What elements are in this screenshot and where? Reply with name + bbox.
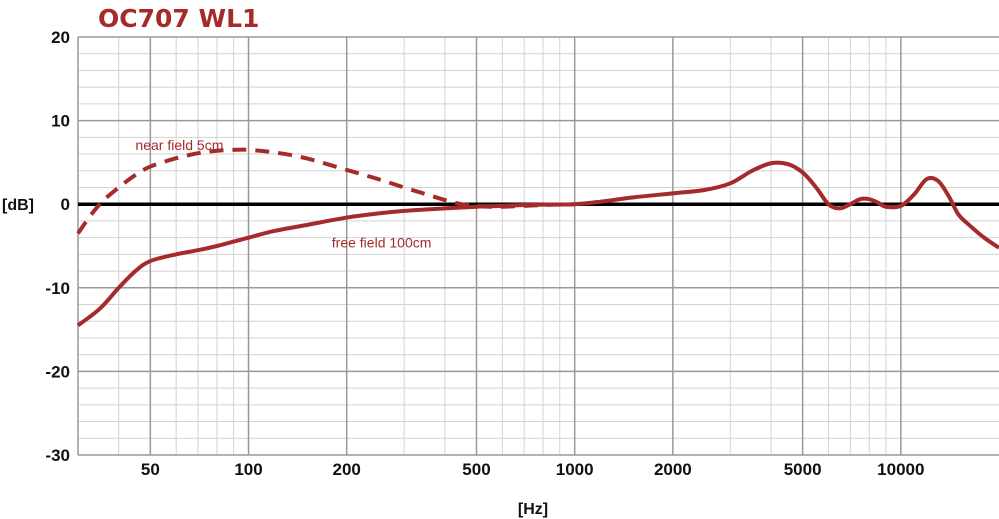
x-tick-label: 200 (333, 460, 361, 479)
curve-annotation: free field 100cm (332, 235, 432, 251)
x-tick-label: 2000 (654, 460, 692, 479)
curve-annotation: near field 5cm (135, 137, 223, 153)
major-grid (77, 36, 999, 456)
x-tick-label: 5000 (784, 460, 822, 479)
x-tick-label: 50 (141, 460, 160, 479)
near-field-curve (76, 147, 575, 235)
x-tick-label: 500 (462, 460, 490, 479)
y-tick-label: 0 (61, 195, 70, 214)
x-tick-label: 1000 (556, 460, 594, 479)
x-tick-labels: 50 100 200 500 1000 2000 5000 10000 (141, 460, 925, 479)
y-tick-label: 10 (51, 112, 70, 131)
x-axis-label: [Hz] (518, 501, 548, 518)
free-field-curve (76, 160, 999, 328)
x-tick-label: 10000 (877, 460, 924, 479)
y-tick-labels: 20 10 0 -10 -20 -30 (45, 28, 70, 465)
y-tick-label: -20 (45, 362, 70, 381)
series-curves (76, 147, 999, 328)
y-tick-label: 20 (51, 28, 70, 47)
minor-grid (78, 37, 999, 455)
y-tick-label: -10 (45, 279, 70, 298)
x-tick-label: 100 (234, 460, 262, 479)
curve-annotations: near field 5cm free field 100cm (135, 137, 431, 251)
chart-title: OC707 WL1 (98, 4, 259, 33)
y-axis-label: [dB] (2, 197, 34, 214)
y-tick-label: -30 (45, 446, 70, 465)
